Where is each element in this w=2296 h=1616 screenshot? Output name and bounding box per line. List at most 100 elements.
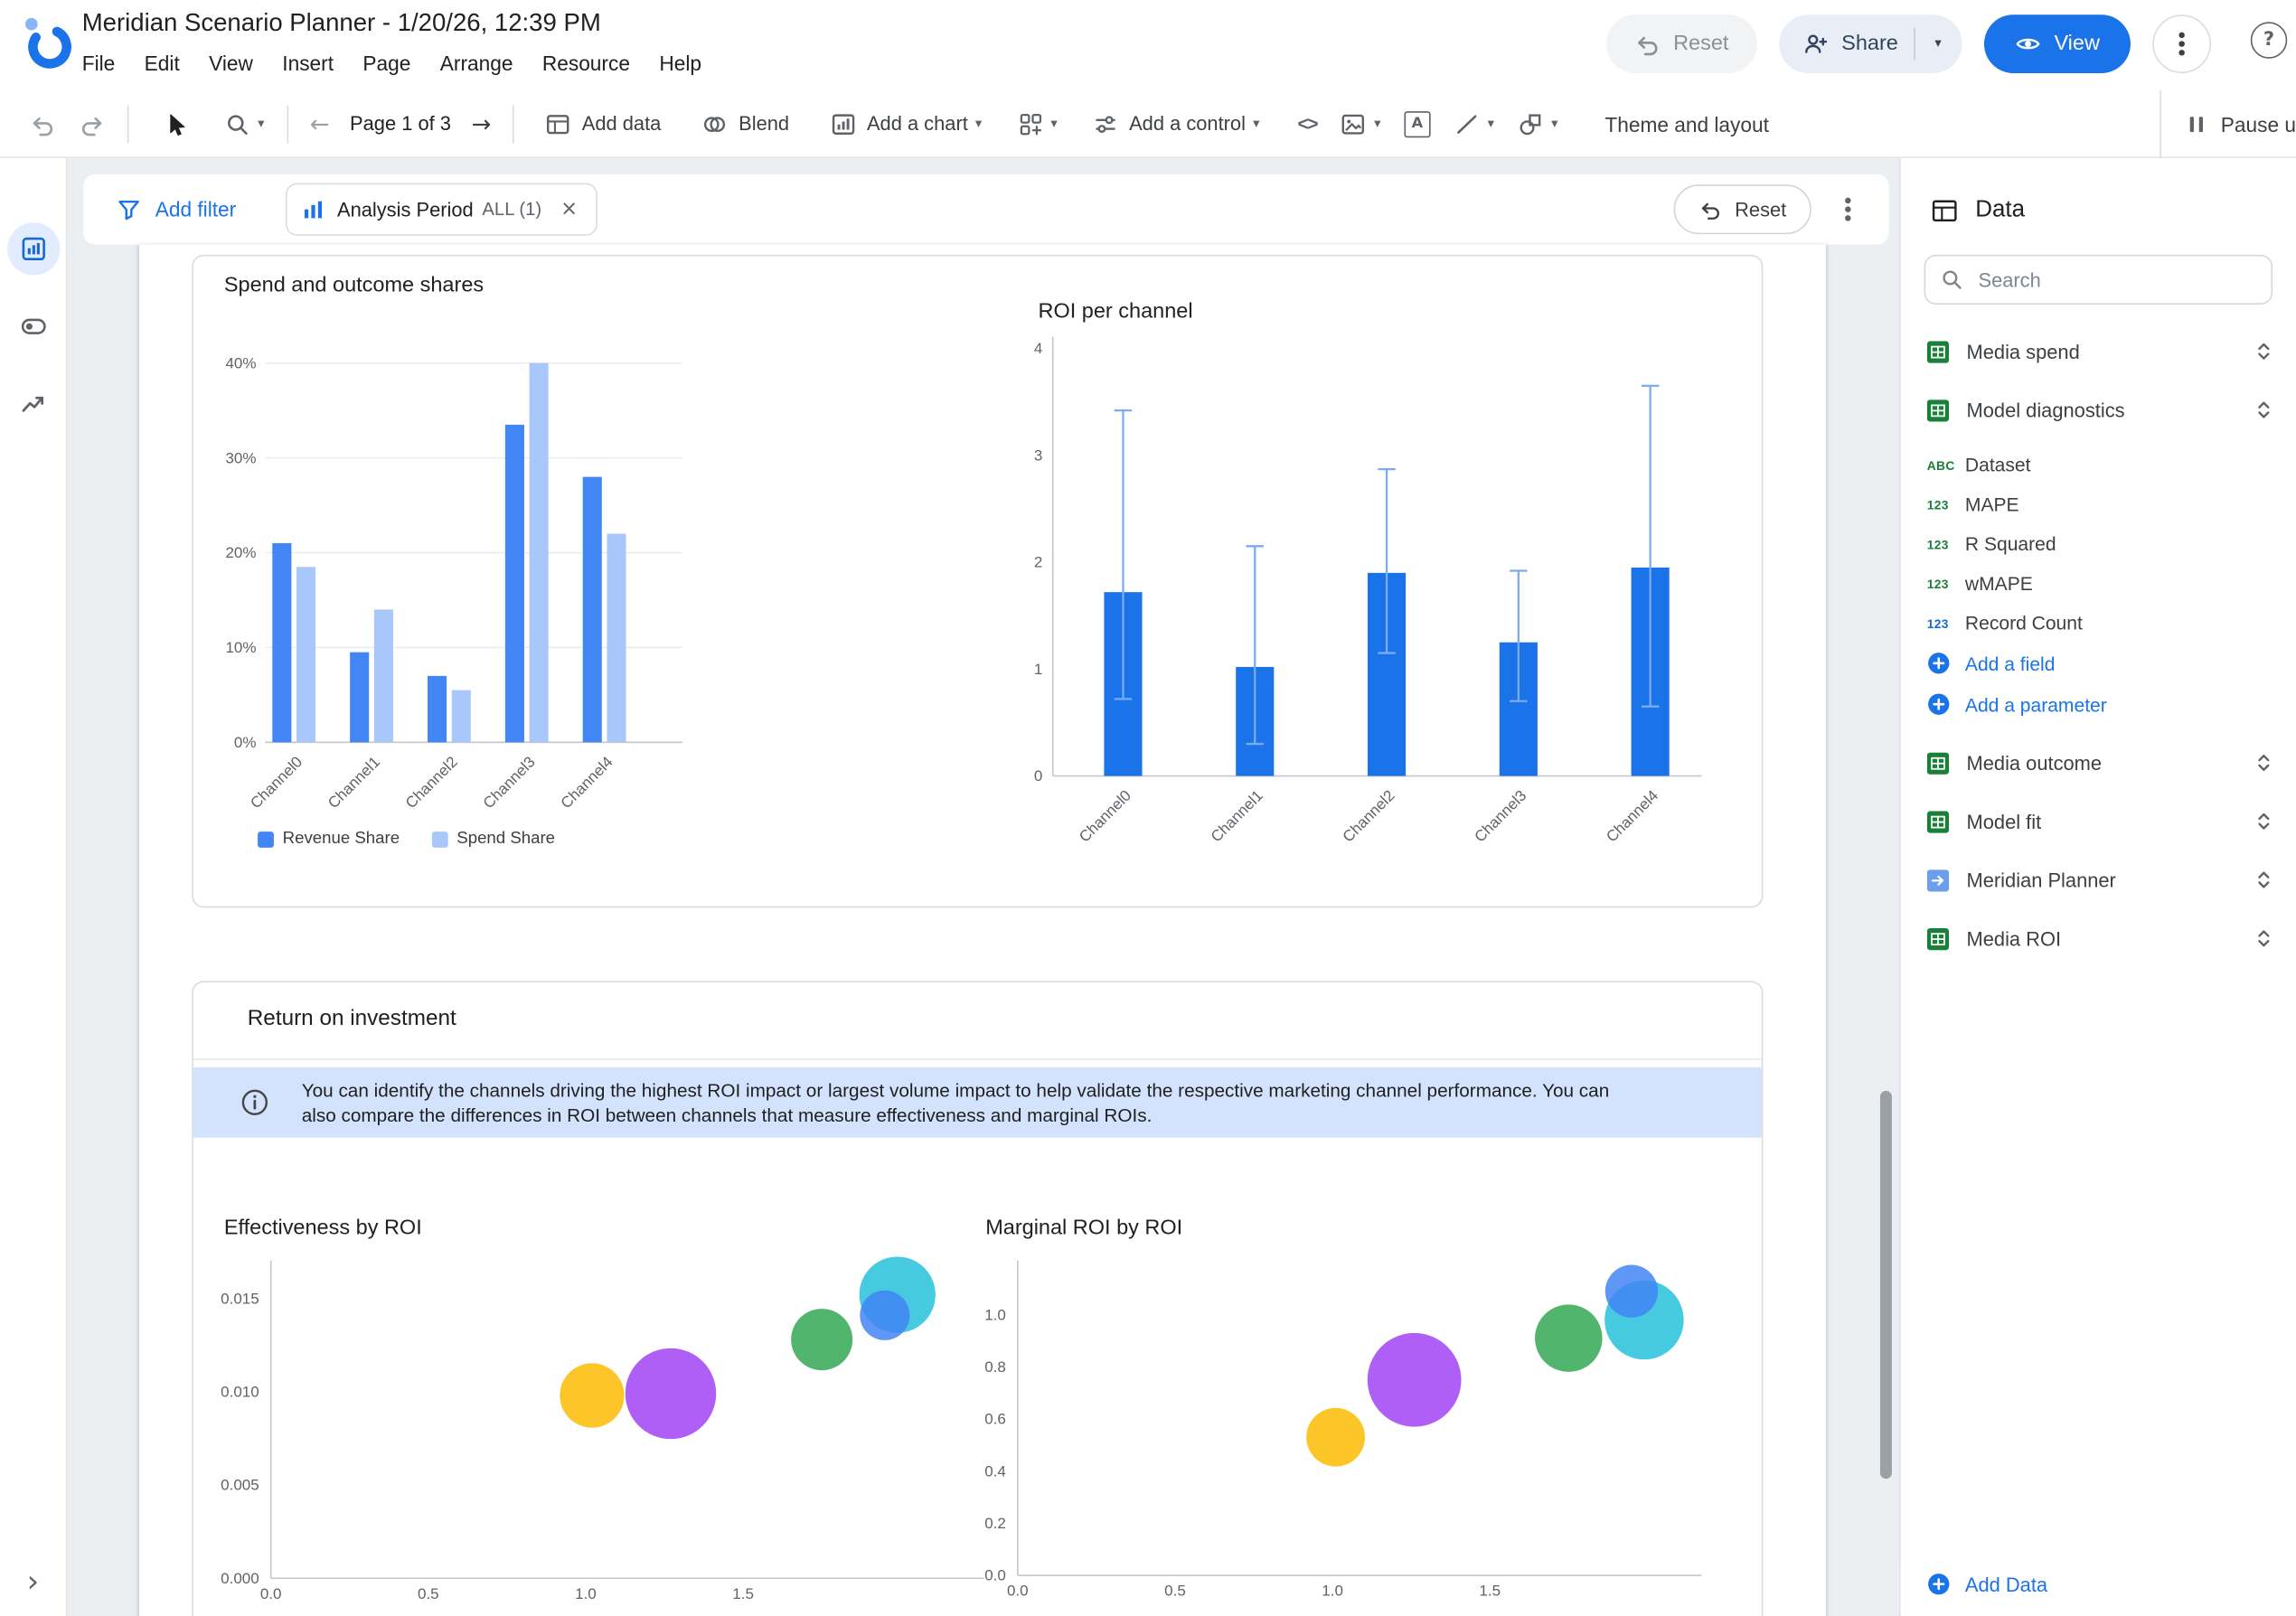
undo-button[interactable] (17, 102, 67, 146)
select-tool-button[interactable] (151, 102, 201, 146)
svg-text:Channel1: Channel1 (325, 753, 383, 812)
undo-icon (29, 110, 55, 136)
add-parameter-button[interactable]: Add a parameter (1901, 683, 2296, 724)
menu-arrange[interactable]: Arrange (439, 51, 513, 75)
add-data-footer-button[interactable]: Add Data (1900, 1560, 2296, 1608)
embed-button[interactable]: <> (1286, 104, 1329, 144)
roi-per-channel-chart[interactable]: 0 1 2 3 4 Channel0 Channel1 Channel2 Channel3 Cha… (1013, 315, 1764, 863)
data-source-media-outcome[interactable]: Media outcome (1901, 734, 2296, 793)
next-page-button[interactable]: → (471, 108, 492, 137)
filter-chip-analysis-period[interactable]: Analysis Period ALL (1) × (286, 183, 598, 236)
search-input[interactable] (1975, 267, 2257, 293)
filter-icon (116, 196, 142, 222)
field-label: wMAPE (1964, 572, 2033, 595)
help-button[interactable]: ? (2250, 22, 2288, 59)
field-label: MAPE (1964, 493, 2019, 516)
marginal-roi-by-roi-chart[interactable]: 0.0 0.2 0.4 0.6 0.8 1.0 0.0 0.5 1.0 1.5 (947, 1238, 1716, 1604)
more-options-button[interactable] (2152, 14, 2212, 73)
add-field-button[interactable]: Add a field (1901, 643, 2296, 683)
add-filter-button[interactable]: Add filter (107, 194, 245, 223)
field-dataset[interactable]: ABC Dataset (1901, 445, 2296, 484)
unfold-icon[interactable] (2252, 869, 2275, 892)
add-data-button[interactable]: Add data (533, 102, 673, 146)
view-button[interactable]: View (1983, 14, 2131, 73)
menu-file[interactable]: File (81, 51, 116, 75)
connector-icon (1926, 869, 1950, 891)
unfold-icon[interactable] (2252, 340, 2275, 363)
share-button[interactable]: Share ▾ (1778, 14, 1962, 73)
title-block: Meridian Scenario Planner - 1/20/26, 12:… (82, 9, 701, 75)
add-chart-button[interactable]: Add a chart ▾ (818, 102, 993, 146)
field-wmape[interactable]: 123 wMAPE (1901, 564, 2296, 604)
menu-help[interactable]: Help (659, 51, 701, 75)
menu-edit[interactable]: Edit (144, 51, 180, 75)
legend-swatch (431, 831, 448, 848)
chip-value: ALL (1) (482, 199, 542, 220)
sheets-icon (1926, 810, 1950, 832)
chevron-down-icon[interactable]: ▾ (1934, 35, 1942, 51)
menu-resource[interactable]: Resource (541, 51, 630, 75)
theme-and-layout-button[interactable]: Theme and layout (1593, 103, 1780, 144)
controls-toggle-icon[interactable] (6, 300, 59, 352)
data-source-media-roi[interactable]: Media ROI (1901, 909, 2296, 968)
chevron-down-icon: ▾ (1551, 116, 1558, 131)
data-source-media-spend[interactable]: Media spend (1901, 322, 2296, 381)
page-indicator[interactable]: Page 1 of 3 (350, 112, 451, 136)
data-source-model-diagnostics[interactable]: Model diagnostics (1901, 381, 2296, 439)
redo-button[interactable] (68, 102, 118, 146)
add-circle-icon (1927, 692, 1951, 716)
spend-outcome-shares-chart[interactable]: 0% 10% 20% 30% 40% Channel0 Channel1 Channel2 Ch… (199, 315, 1019, 863)
svg-text:10%: 10% (225, 639, 256, 656)
unfold-icon[interactable] (2252, 926, 2275, 950)
previous-page-button[interactable]: ← (309, 108, 330, 137)
unfold-icon[interactable] (2252, 751, 2275, 775)
zoom-tool-button[interactable]: ▾ (212, 102, 277, 146)
eye-icon (2015, 31, 2041, 57)
viz-squares-icon (1017, 110, 1043, 136)
filter-bar-more-button[interactable] (1830, 192, 1866, 227)
unfold-icon[interactable] (2252, 399, 2275, 422)
unfold-icon[interactable] (2252, 810, 2275, 833)
expand-rail-button[interactable]: › (26, 1564, 40, 1599)
chart-title-spend-outcome: Spend and outcome shares (223, 273, 485, 297)
data-source-meridian-planner[interactable]: Meridian Planner (1901, 850, 2296, 909)
insert-line-button[interactable]: ▾ (1442, 102, 1506, 146)
report-title[interactable]: Meridian Scenario Planner - 1/20/26, 12:… (81, 8, 601, 37)
pause-updates-button[interactable]: Pause u (2159, 89, 2296, 158)
more-vertical-icon (2178, 41, 2185, 47)
effectiveness-by-roi-chart[interactable]: 0.000 0.005 0.010 0.015 0.0 0.5 1.0 1.5 (201, 1238, 999, 1604)
magnifier-icon (224, 110, 250, 136)
svg-text:30%: 30% (225, 449, 256, 466)
reset-button[interactable]: Reset (1605, 14, 1757, 73)
menu-page[interactable]: Page (362, 51, 411, 75)
looker-studio-logo[interactable] (17, 12, 76, 70)
add-control-button[interactable]: Add a control ▾ (1081, 102, 1272, 146)
insert-text-button[interactable]: A (1392, 102, 1442, 146)
field-r-squared[interactable]: 123 R Squared (1901, 524, 2296, 564)
svg-text:0.005: 0.005 (221, 1477, 259, 1494)
charts-card: Spend and outcome shares 0% 10% 20% 30% 40% C… (192, 254, 1764, 908)
insights-trend-icon[interactable] (6, 378, 59, 430)
filter-bar-right: Reset (1673, 184, 1866, 235)
report-view-icon[interactable] (6, 222, 60, 276)
svg-text:Channel0: Channel0 (247, 753, 306, 812)
legend-item: Revenue Share (258, 830, 400, 848)
pause-label: Pause u (2220, 111, 2296, 136)
chevron-down-icon: ▾ (1253, 116, 1260, 131)
close-icon[interactable]: × (560, 197, 579, 221)
insert-image-button[interactable]: ▾ (1329, 102, 1393, 146)
sheets-icon (1926, 751, 1950, 775)
data-source-model-fit[interactable]: Model fit (1901, 792, 2296, 850)
menu-insert[interactable]: Insert (282, 51, 334, 75)
share-label: Share (1841, 32, 1898, 56)
number-field-type-icon: 123 (1926, 576, 1949, 591)
blend-button[interactable]: Blend (691, 102, 801, 146)
vertical-scrollbar[interactable] (1879, 1090, 1892, 1480)
field-mape[interactable]: 123 MAPE (1901, 484, 2296, 524)
menu-view[interactable]: View (209, 51, 253, 75)
insert-shape-button[interactable]: ▾ (1506, 102, 1570, 146)
field-record-count[interactable]: 123 Record Count (1901, 603, 2296, 643)
community-visualizations-button[interactable]: ▾ (1005, 102, 1069, 146)
reset-filters-button[interactable]: Reset (1673, 184, 1811, 235)
